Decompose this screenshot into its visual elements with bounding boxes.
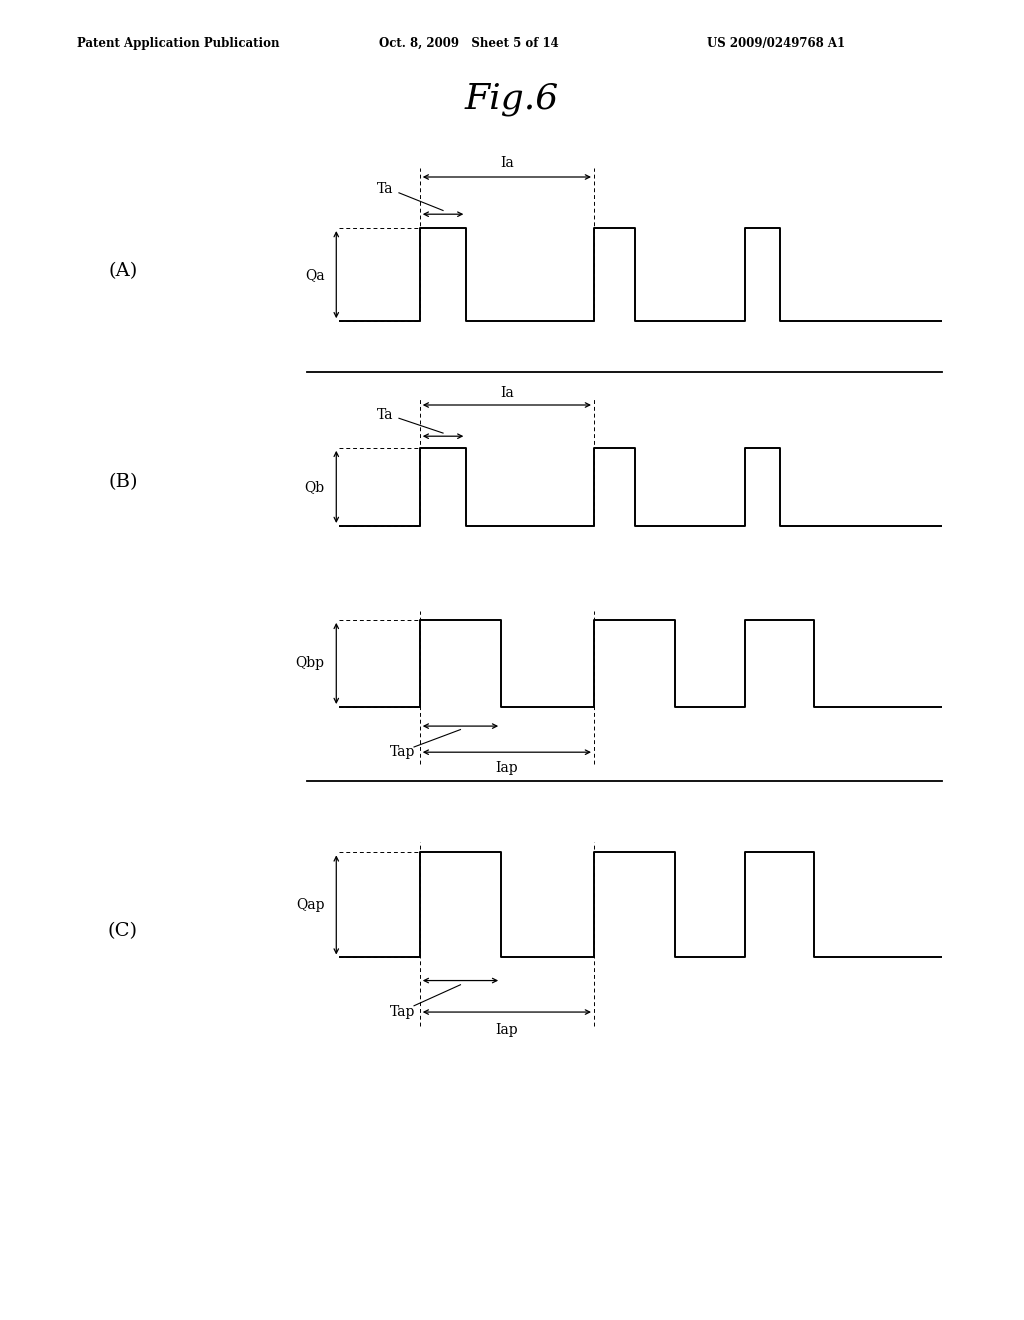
Text: (C): (C) — [108, 921, 138, 940]
Text: Iap: Iap — [496, 760, 518, 775]
Text: Ta: Ta — [377, 408, 393, 422]
Text: Ia: Ia — [500, 385, 514, 400]
Text: Ia: Ia — [500, 157, 514, 170]
Text: Tap: Tap — [390, 1005, 415, 1019]
Text: (A): (A) — [109, 261, 137, 280]
Text: Qb: Qb — [304, 480, 325, 494]
Text: Qa: Qa — [305, 268, 325, 281]
Text: Ta: Ta — [377, 182, 393, 197]
Text: Qbp: Qbp — [296, 656, 325, 671]
Text: US 2009/0249768 A1: US 2009/0249768 A1 — [707, 37, 845, 50]
Text: Patent Application Publication: Patent Application Publication — [77, 37, 280, 50]
Text: Qap: Qap — [296, 898, 325, 912]
Text: Tap: Tap — [390, 746, 415, 759]
Text: (B): (B) — [109, 473, 137, 491]
Text: Fig.6: Fig.6 — [465, 82, 559, 116]
Text: Iap: Iap — [496, 1023, 518, 1036]
Text: Oct. 8, 2009   Sheet 5 of 14: Oct. 8, 2009 Sheet 5 of 14 — [379, 37, 559, 50]
